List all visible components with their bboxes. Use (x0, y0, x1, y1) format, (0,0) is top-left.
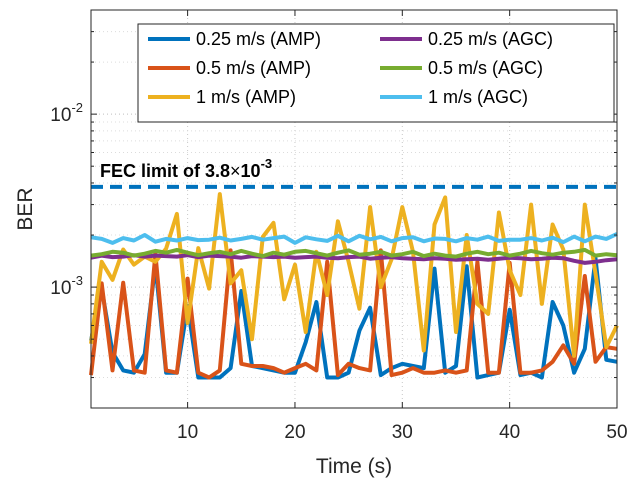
y-tick-exp: -3 (71, 273, 83, 288)
y-tick-label: 10-2 (50, 100, 83, 126)
series-line-5 (90, 247, 618, 259)
x-axis-ticks: 10 20 30 40 50 (177, 10, 628, 443)
series-line-2 (89, 248, 618, 380)
legend-box (137, 23, 615, 123)
y-tick-base: 10 (50, 105, 71, 126)
legend-label-6: 1 m/s (AGC) (428, 87, 528, 107)
legend-label-3: 1 m/s (AMP) (196, 87, 296, 107)
fec-limit-exp: -3 (261, 156, 273, 171)
y-tick-label: 10-3 (50, 273, 83, 299)
x-tick-label: 10 (177, 422, 198, 443)
legend-label-1: 0.25 m/s (AMP) (196, 29, 321, 49)
fec-limit: FEC limit of 3.8×10-3 (91, 156, 617, 189)
x-tick-label: 20 (284, 422, 305, 443)
y-axis-label: BER (14, 187, 37, 230)
y-axis-ticks: 10-310-2 (50, 9, 617, 409)
x-tick-label: 30 (392, 422, 413, 443)
series-line-6 (90, 232, 618, 245)
legend: 0.25 m/s (AMP) 0.5 m/s (AMP) 1 m/s (AMP) 0.… (137, 23, 615, 123)
fec-limit-base: 10 (241, 161, 261, 181)
legend-label-2: 0.5 m/s (AMP) (196, 58, 311, 78)
x-axis-label: Time (s) (316, 455, 392, 478)
plot-frame (90, 9, 618, 409)
series-line-3 (89, 192, 619, 358)
data-series (89, 192, 619, 380)
x-tick-label: 40 (499, 422, 520, 443)
fec-limit-times: × (230, 161, 241, 181)
y-tick-exp: -2 (71, 100, 83, 115)
fec-limit-label: FEC limit of 3.8×10-3 (100, 156, 272, 181)
fec-limit-text: FEC limit of 3.8 (100, 161, 230, 181)
series-line-4 (90, 253, 618, 265)
legend-label-4: 0.25 m/s (AGC) (428, 29, 553, 49)
x-tick-label: 50 (606, 422, 627, 443)
y-tick-base: 10 (50, 278, 71, 299)
legend-label-5: 0.5 m/s (AGC) (428, 58, 543, 78)
